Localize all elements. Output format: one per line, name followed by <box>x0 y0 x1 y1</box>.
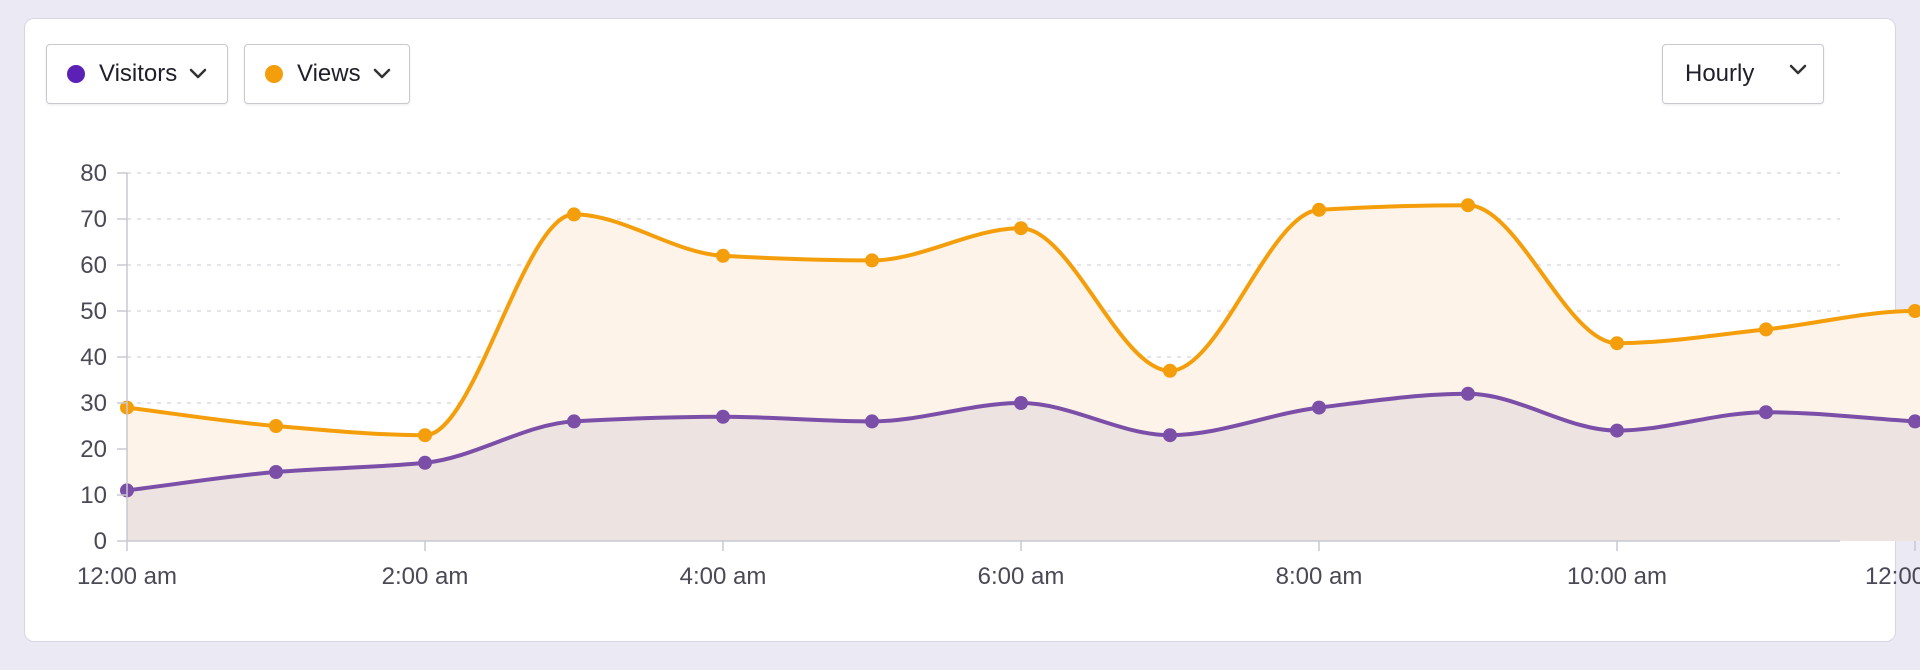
visitors-line <box>125 391 1920 493</box>
interval-select[interactable]: Hourly <box>1662 44 1824 104</box>
views-point[interactable] <box>567 207 581 222</box>
series-lines <box>125 203 1920 493</box>
chevron-down-icon <box>190 68 207 79</box>
x-tick-label: 4:00 am <box>680 563 767 590</box>
views-point[interactable] <box>1759 322 1773 337</box>
visitors-point[interactable] <box>1759 405 1773 420</box>
views-point[interactable] <box>1163 363 1177 378</box>
visitors-point[interactable] <box>716 409 730 424</box>
visitors-point[interactable] <box>1908 414 1920 429</box>
y-tick-label: 50 <box>80 298 107 325</box>
x-tick-label: 6:00 am <box>978 563 1065 590</box>
visitors-point[interactable] <box>269 465 283 479</box>
x-tick-label: 10:00 am <box>1567 563 1667 590</box>
visitors-metric-dropdown[interactable]: Visitors <box>46 44 228 104</box>
y-tick-label: 60 <box>80 252 107 279</box>
x-axis: 12:00 am 2:00 am 4:00 am 6:00 am 8:00 am 10:0… <box>77 540 1920 590</box>
views-point[interactable] <box>1461 198 1475 213</box>
views-color-dot <box>265 65 283 83</box>
visitors-label: Visitors <box>99 60 178 87</box>
views-line <box>125 203 1920 438</box>
views-label: Views <box>297 60 361 87</box>
views-point[interactable] <box>1014 221 1028 236</box>
series-areas <box>127 205 1920 541</box>
views-point[interactable] <box>1312 202 1326 217</box>
x-tick-label: 12:00 pm <box>1865 563 1920 590</box>
y-tick-label: 40 <box>80 344 107 371</box>
visitors-point[interactable] <box>418 455 432 470</box>
x-tick-label: 2:00 am <box>382 563 469 590</box>
y-tick-label: 30 <box>80 390 107 417</box>
y-tick-label: 70 <box>80 206 107 233</box>
visitors-color-dot <box>67 65 85 83</box>
views-point[interactable] <box>716 248 730 263</box>
views-point[interactable] <box>269 419 283 433</box>
visitors-point[interactable] <box>1312 400 1326 415</box>
views-point[interactable] <box>1908 304 1920 318</box>
interval-label: Hourly <box>1685 60 1755 87</box>
views-metric-dropdown[interactable]: Views <box>244 44 410 104</box>
y-tick-label: 20 <box>80 436 107 463</box>
y-tick-label: 10 <box>80 482 107 509</box>
x-tick-label: 8:00 am <box>1276 563 1363 590</box>
visitors-area <box>127 393 1920 541</box>
series-points <box>120 198 1920 498</box>
views-point[interactable] <box>865 253 879 268</box>
y-tick-label: 80 <box>80 160 107 187</box>
visitors-point[interactable] <box>1014 396 1028 410</box>
y-axis: 0 10 20 30 40 50 60 70 80 <box>80 160 128 555</box>
x-tick-label: 12:00 am <box>77 563 177 590</box>
chevron-down-icon <box>1789 64 1807 75</box>
visitors-point[interactable] <box>865 414 879 429</box>
y-tick-label: 0 <box>94 528 107 555</box>
views-point[interactable] <box>418 428 432 443</box>
visitors-point[interactable] <box>1610 423 1624 438</box>
visitors-point[interactable] <box>1163 428 1177 443</box>
visitors-point[interactable] <box>1461 386 1475 401</box>
visitors-point[interactable] <box>567 414 581 429</box>
views-point[interactable] <box>1610 336 1624 351</box>
chevron-down-icon <box>373 68 390 79</box>
